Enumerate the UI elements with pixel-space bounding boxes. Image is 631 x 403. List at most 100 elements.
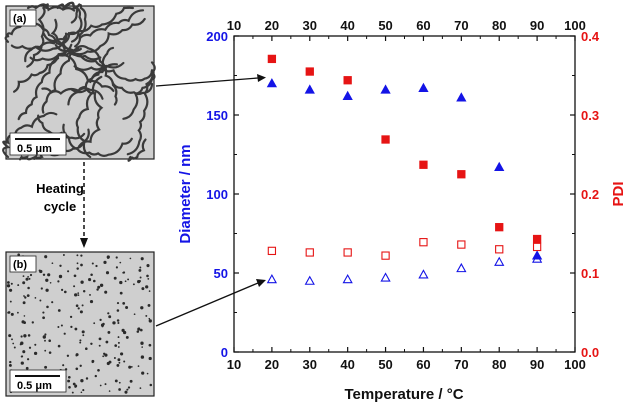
particle (114, 379, 118, 383)
particle (25, 366, 29, 370)
particle (79, 339, 82, 342)
particle (60, 288, 64, 292)
worm-micelle (126, 69, 154, 156)
worm-micelle (50, 18, 115, 92)
particle (108, 390, 111, 392)
particle (77, 294, 80, 296)
panel-a-scale-label: 0.5 μm (17, 143, 52, 155)
x-tick-label-bottom: 50 (378, 357, 392, 372)
particle (74, 327, 78, 331)
heating-cycle-indicator: Heating cycle (36, 162, 88, 248)
particle (47, 273, 51, 277)
particle (125, 335, 129, 339)
pdi-point-open (305, 248, 314, 257)
diameter-point-open (266, 273, 278, 284)
worm-micelle (78, 9, 145, 40)
particle (133, 313, 136, 316)
diameter-point-filled (304, 84, 315, 94)
pdi-point-open (419, 238, 428, 247)
particle (7, 311, 10, 314)
heating-cycle-line2: cycle (44, 199, 77, 214)
particle (80, 391, 83, 394)
x-tick-label-bottom: 100 (564, 357, 586, 372)
particle (103, 260, 107, 264)
particle (146, 264, 150, 268)
pdi-point-open (457, 240, 466, 249)
particle (19, 343, 22, 346)
diameter-point-filled (342, 90, 353, 100)
particle (115, 256, 118, 259)
y-left-tick-label: 150 (206, 108, 228, 123)
pointer-arrowhead-b (256, 279, 266, 287)
diameter-point-open (531, 253, 543, 263)
micrograph-a: (a) 0.5 μm (2, 1, 156, 162)
pdi-point-open (343, 248, 352, 257)
particle (45, 278, 49, 282)
particle (129, 257, 132, 260)
y-right-tick-label: 0.1 (581, 266, 599, 281)
particle (115, 266, 118, 269)
y-left-tick-label: 50 (214, 266, 228, 281)
particle (108, 315, 112, 319)
particle (75, 304, 79, 308)
heating-cycle-arrowhead (80, 238, 88, 248)
particle (91, 262, 94, 265)
particle (75, 353, 79, 357)
particle (104, 290, 108, 294)
x-tick-label-bottom: 80 (492, 357, 506, 372)
particle (9, 300, 12, 303)
pdi-point-open (495, 245, 504, 254)
particle (145, 314, 148, 317)
particle (140, 341, 144, 345)
particle (44, 349, 47, 352)
worm-micelle (26, 3, 76, 12)
particle (116, 363, 120, 367)
particle (77, 292, 80, 294)
particle (44, 339, 46, 342)
worm-micelle (42, 33, 82, 52)
particle (22, 281, 26, 285)
diameter-point-open (456, 262, 467, 273)
particle (13, 346, 16, 349)
particle (107, 312, 110, 315)
x-tick-label-bottom: 30 (303, 357, 317, 372)
x-tick-label-top: 50 (378, 18, 392, 33)
worm-micelle (74, 3, 87, 48)
particle (99, 318, 102, 322)
pdi-point-filled (305, 67, 314, 76)
particle (82, 334, 85, 337)
particle (96, 288, 99, 291)
particle (123, 360, 126, 363)
diameter-point-filled (456, 92, 467, 102)
particle (73, 274, 77, 278)
particle (33, 351, 38, 356)
particle (81, 304, 84, 307)
x-tick-label-bottom: 10 (227, 357, 241, 372)
particle (62, 254, 65, 256)
particle (138, 268, 142, 272)
pointer-arrows (155, 74, 266, 327)
heating-cycle-line1: Heating (36, 181, 84, 196)
worm-micelle (75, 45, 118, 106)
particle (42, 273, 46, 277)
plot-area: 10 10 20 20 30 30 40 40 50 50 60 60 70 70 80 80 90 90 100 1… (177, 18, 627, 403)
worm-micelle (89, 46, 115, 84)
particle (136, 330, 140, 333)
worm-micelle (127, 138, 147, 162)
diameter-point-open (418, 269, 429, 279)
diameter-point-filled (494, 161, 505, 172)
panel-a-label: (a) (13, 13, 27, 25)
particle (29, 273, 33, 277)
particle (138, 280, 141, 283)
particle (73, 285, 76, 288)
x-tick-label-top: 80 (492, 18, 506, 33)
particle (80, 280, 84, 284)
x-tick-label-top: 30 (303, 18, 317, 33)
particle (91, 361, 94, 364)
particle (124, 280, 127, 283)
worm-micelle (24, 31, 76, 63)
particle (140, 355, 145, 359)
particle (8, 363, 12, 367)
particle (23, 315, 26, 317)
